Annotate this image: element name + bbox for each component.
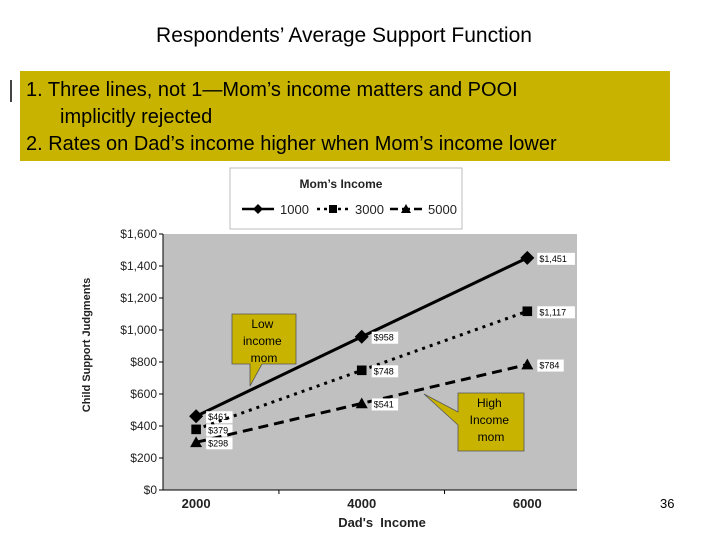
- y-tick-label: $1,400: [120, 259, 157, 273]
- x-tick-label: 2000: [182, 496, 211, 511]
- annotation-low-line-2: income: [243, 334, 282, 348]
- legend-marker-3000: [329, 205, 337, 213]
- page-number: 36: [660, 496, 675, 511]
- data-label-bg: [371, 398, 399, 411]
- annotation-high-income-label: High Income mom: [470, 396, 513, 444]
- data-label: $1,451: [539, 254, 567, 264]
- bullet-1: 1. Three lines, not 1—Mom’s income matte…: [26, 79, 518, 101]
- legend-label-5000: 5000: [428, 202, 457, 217]
- data-label: $298: [208, 438, 228, 448]
- y-tick-label: $600: [130, 387, 157, 401]
- data-label: $379: [208, 425, 228, 435]
- x-tick-label: 6000: [513, 496, 542, 511]
- legend-label-1000: 1000: [280, 202, 309, 217]
- data-label: $958: [374, 333, 394, 343]
- data-label: $461: [208, 412, 228, 422]
- y-axis-title: Child Support Judgments: [81, 278, 93, 412]
- data-point-5000-2: [521, 358, 534, 370]
- y-tick-label: $0: [144, 483, 158, 497]
- data-label: $784: [539, 361, 559, 371]
- data-label-bg: [371, 365, 399, 378]
- data-point-5000-0: [190, 436, 203, 448]
- data-label-bg: [537, 252, 575, 265]
- annotation-high-line-3: mom: [478, 430, 505, 444]
- annotation-high-income-box: [423, 392, 525, 452]
- data-label-bg: [206, 411, 233, 424]
- x-tick-label: 4000: [347, 496, 376, 511]
- legend-marker-5000: [401, 204, 411, 213]
- plot-area: [163, 234, 577, 490]
- y-tick-label: $1,200: [120, 291, 157, 305]
- y-tick-label: $400: [130, 419, 157, 433]
- y-tick-label: $1,000: [120, 323, 157, 337]
- text-cursor: [10, 80, 12, 102]
- bullet-2: 2. Rates on Dad’s income higher when Mom…: [26, 133, 557, 155]
- data-point-3000-0: [191, 424, 201, 435]
- annotation-low-line-1: Low: [251, 317, 273, 331]
- legend-label-3000: 3000: [355, 202, 384, 217]
- annotation-low-income-box: [231, 313, 297, 387]
- annotation-low-income-label: Low income mom: [243, 317, 285, 365]
- data-point-5000-1: [355, 397, 368, 409]
- legend-title: Mom’s Income: [300, 177, 383, 191]
- legend-box: [229, 167, 463, 230]
- data-point-3000-1: [356, 365, 367, 376]
- data-label: $541: [374, 399, 394, 409]
- y-tick-label: $200: [130, 451, 157, 465]
- annotation-low-line-3: mom: [251, 351, 278, 365]
- data-point-3000-2: [522, 306, 533, 317]
- data-label-bg: [206, 437, 233, 450]
- x-axis-title: Dad's Income: [338, 515, 426, 530]
- data-label: $1,117: [539, 307, 566, 317]
- takeaway-callout: 1. Three lines, not 1—Mom’s income matte…: [20, 71, 670, 161]
- data-point-1000-0: [189, 409, 204, 424]
- annotation-high-line-1: High: [477, 396, 502, 410]
- data-label-bg: [537, 359, 564, 372]
- data-point-1000-2: [520, 250, 535, 265]
- annotation-high-line-2: Income: [470, 413, 510, 427]
- data-label-bg: [206, 424, 233, 437]
- slide-title: Respondents’ Average Support Function: [156, 24, 532, 47]
- data-label: $748: [374, 366, 394, 376]
- y-tick-label: $800: [130, 355, 157, 369]
- data-point-1000-1: [354, 329, 369, 344]
- series-line-3000: [195, 309, 528, 431]
- bullet-1-continued: implicitly rejected: [60, 106, 213, 128]
- series-line-5000: [195, 363, 528, 444]
- data-label-bg: [371, 331, 399, 344]
- data-label-bg: [537, 306, 575, 319]
- legend-marker-1000: [253, 204, 263, 214]
- y-tick-label: $1,600: [120, 227, 157, 241]
